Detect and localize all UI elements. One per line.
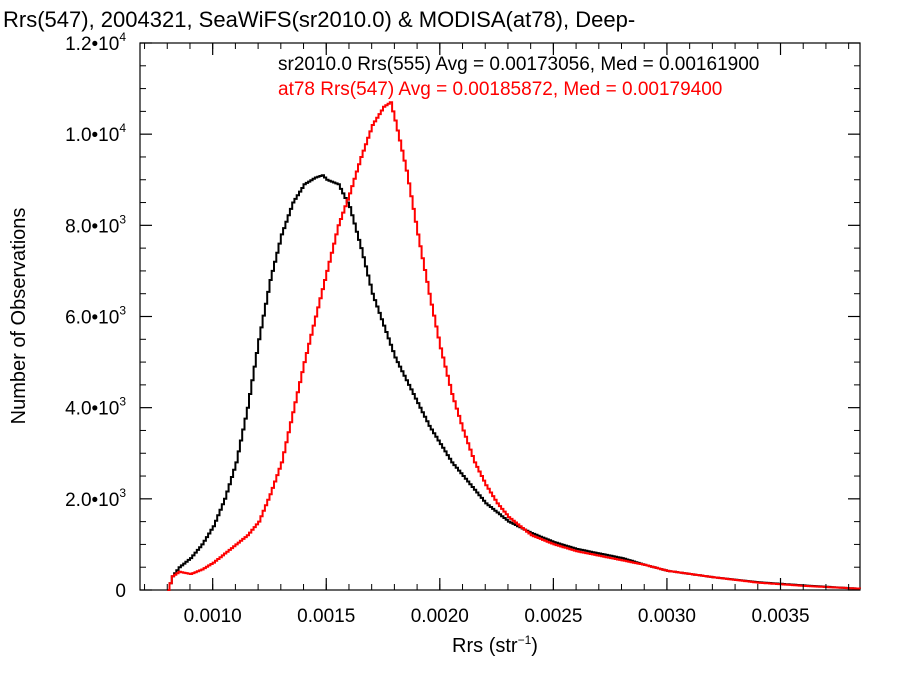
chart-title: Rrs(547), 2004321, SeaWiFS(sr2010.0) & M… xyxy=(3,7,635,32)
x-tick-label: 0.0020 xyxy=(411,606,469,627)
y-tick-label: 6.0•103 xyxy=(65,304,126,329)
legend-entry-1: sr2010.0 Rrs(555) Avg = 0.00173056, Med … xyxy=(278,54,759,75)
x-tick-label: 0.0015 xyxy=(297,606,355,627)
x-tick-label: 0.0035 xyxy=(751,606,809,627)
y-tick-label: 0 xyxy=(115,581,126,602)
series-lines xyxy=(167,101,861,591)
x-axis-label: Rrs (str−1) xyxy=(452,633,538,657)
x-axis-label-end: ) xyxy=(531,635,538,657)
plot-area xyxy=(139,42,861,591)
series-line-1 xyxy=(167,174,861,591)
y-tick-label: 8.0•103 xyxy=(65,212,126,237)
x-axis-label-main: Rrs (str xyxy=(452,635,518,657)
x-axis-label-sup: −1 xyxy=(518,633,532,647)
plot-frame xyxy=(139,42,861,591)
y-tick-label: 4.0•103 xyxy=(65,395,126,420)
x-tick-label: 0.0025 xyxy=(524,606,582,627)
y-axis-label: Number of Observations xyxy=(8,208,30,425)
x-tick-label: 0.0030 xyxy=(638,606,696,627)
y-tick-label: 1.2•104 xyxy=(65,30,126,55)
legend: sr2010.0 Rrs(555) Avg = 0.00173056, Med … xyxy=(278,54,759,100)
y-tick-label: 2.0•103 xyxy=(65,486,126,511)
x-axis: 0.0010 0.0015 0.0020 0.0025 0.0030 0.0035 xyxy=(144,43,850,627)
y-axis: 0 2.0•103 4.0•103 6.0•103 8.0•103 1.0•104 1.2•… xyxy=(65,30,860,602)
x-tick-label: 0.0010 xyxy=(184,606,242,627)
y-tick-label: 1.0•104 xyxy=(65,121,126,146)
series-line-2 xyxy=(167,101,861,591)
legend-entry-2: at78 Rrs(547) Avg = 0.00185872, Med = 0.… xyxy=(278,79,722,100)
